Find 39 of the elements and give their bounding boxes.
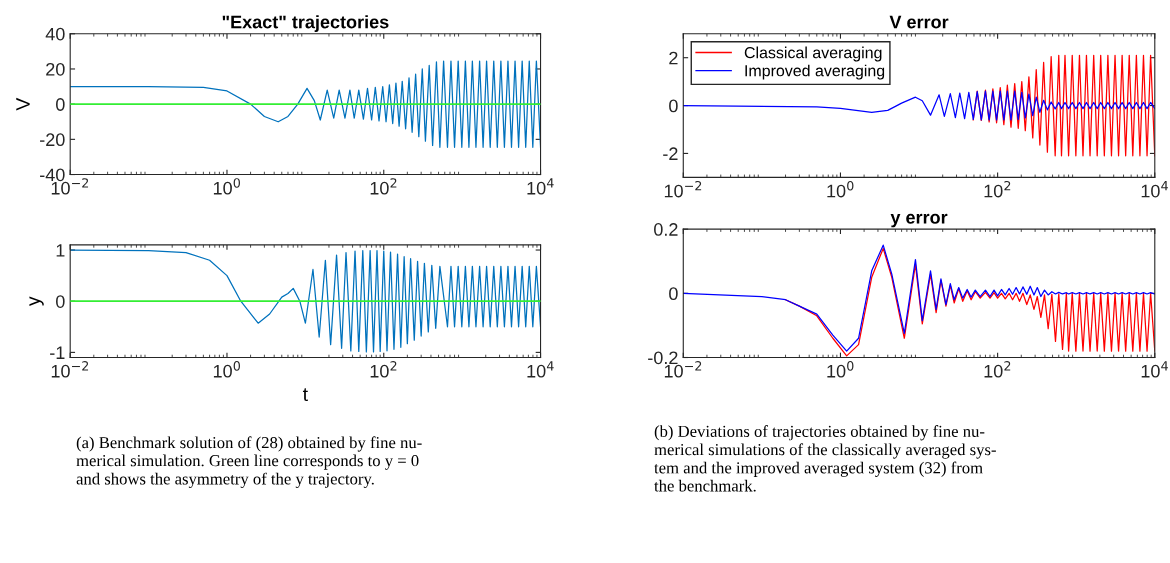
y-tick-label: 0.2 [654,223,678,236]
x-tick-label: 10$^{0}$ [827,361,854,378]
x-tick-label: 10$^{2}$ [370,178,397,195]
x-tick-label: 10$^{0}$ [213,361,240,378]
x-axis-title: t [302,388,308,402]
x-tick-label: 10$^{−2}$ [664,180,702,198]
chart-title: y error [890,213,948,228]
y-axis-title: V [16,97,30,111]
y-tick-label: 0 [56,98,65,111]
x-tick-label: 10$^{4}$ [1141,361,1168,378]
y-tick-label: 40 [45,27,65,41]
x-tick-label: 10$^{0}$ [827,180,854,198]
y-tick-label: 2 [669,51,678,65]
x-tick-label: 10$^{2}$ [984,180,1011,198]
y-axis-title: y [29,296,44,307]
legend-label: Improved averaging [745,64,885,80]
y-tick-label: 1 [56,244,65,257]
y-tick-label: -1 [50,346,65,359]
y-tick-label: 0 [56,295,65,308]
y-tick-label: -20 [40,133,65,147]
y-tick-label: -0.2 [648,351,678,365]
x-tick-label: 10$^{4}$ [527,361,554,378]
x-tick-label: 10$^{−2}$ [51,361,89,378]
y-tick-label: 0 [669,99,678,113]
chart-title: V error [889,15,949,29]
chart-title: "Exact" trajectories [222,15,389,32]
text: (a) Benchmark solution of (28) obtained by fine nu- merical simulation. Green line corresponds to y = 0 and shows the asymmetry of the y trajectory. [76,436,422,488]
text: (b) Deviations of trajectories obtained by fine nu- merical simulations of the classically averaged sys- tem and the improved averaged system (32) from the benchmark. [654,425,996,492]
y-tick-label: 0 [669,287,678,301]
legend-label: Classical averaging [744,46,882,62]
y-tick-label: 20 [46,62,65,76]
x-tick-label: 10$^{2}$ [984,361,1011,378]
line-series [972,54,1155,157]
x-tick-label: 10$^{4}$ [1141,181,1168,198]
x-tick-label: 10$^{4}$ [527,178,554,195]
y-tick-label: -2 [663,147,678,160]
y-tick-label: -40 [40,168,65,182]
x-tick-label: 10$^{0}$ [213,178,240,195]
x-tick-label: 10$^{2}$ [370,361,397,378]
